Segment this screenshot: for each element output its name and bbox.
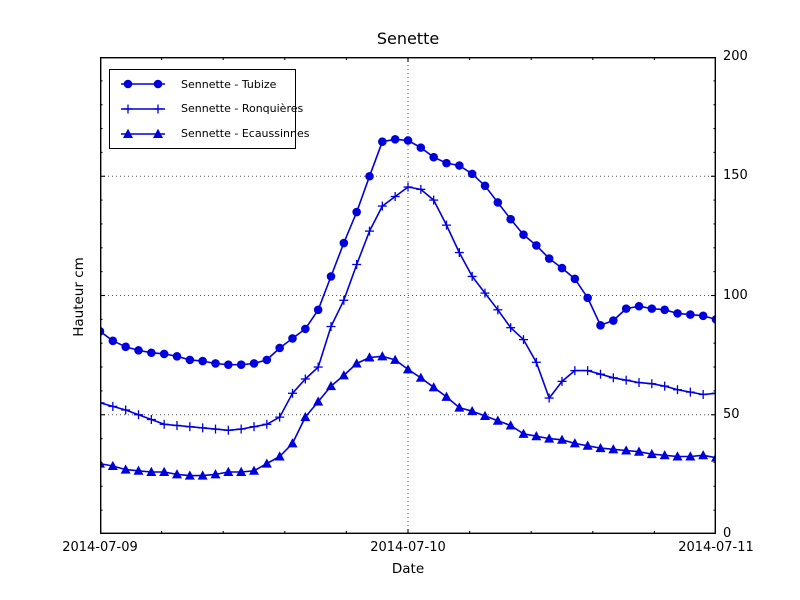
chart-canvas [100, 57, 716, 534]
chart-title: Senette [376, 29, 440, 48]
x-axis-label: Date [391, 561, 425, 577]
x-tick-label-0710: 2014-07-10 [370, 540, 446, 555]
legend-item-ronquieres: Sennette - Ronquières [110, 102, 303, 116]
triangle-marker-icon [121, 128, 165, 138]
plot-area [100, 57, 716, 534]
circle-marker-icon [121, 80, 165, 89]
y-axis-label: Hauteur cm [71, 257, 87, 337]
y-tick-label-100: 100 [723, 288, 748, 303]
y-tick-label-150: 150 [723, 168, 748, 183]
legend-label: Sennette - Tubize [181, 77, 277, 91]
legend: Sennette - Tubize Sennette - Ronquières … [109, 69, 310, 149]
legend-label: Sennette - Ecaussinnes [181, 127, 310, 141]
plus-marker-icon [121, 104, 165, 114]
x-tick-label-0711: 2014-07-11 [678, 540, 754, 555]
y-tick-label-0: 0 [723, 526, 732, 541]
legend-item-ecaussinnes: Sennette - Ecaussinnes [110, 127, 310, 141]
x-tick-label-0709: 2014-07-09 [62, 540, 138, 555]
y-tick-label-50: 50 [723, 407, 740, 422]
legend-label: Sennette - Ronquières [181, 102, 304, 116]
y-tick-label-200: 200 [723, 49, 748, 64]
legend-item-tubize: Sennette - Tubize [110, 77, 295, 91]
